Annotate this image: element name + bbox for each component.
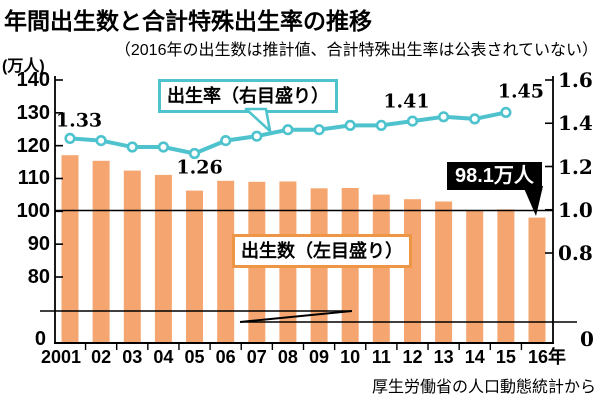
bar-13 <box>435 201 453 343</box>
page-title: 年間出生数と合計特殊出生率の推移 <box>4 8 372 34</box>
x-tick-label-2001: 2001 <box>40 347 82 367</box>
left-tick-label-140: 140 <box>16 69 50 91</box>
x-tick-label-16年: 16年 <box>527 347 566 367</box>
source-credit: 厚生労働省の人口動態統計から <box>371 379 596 396</box>
left-tick-label-110: 110 <box>17 167 50 190</box>
left-tick-label-130: 130 <box>16 101 50 124</box>
annotation-value-box: 98.1万人 <box>447 162 542 190</box>
left-tick-label-80: 80 <box>27 265 50 288</box>
left-tick-label-90: 90 <box>27 233 50 256</box>
bar-03 <box>123 170 141 343</box>
left-tick-label-120: 120 <box>16 134 50 157</box>
rate-marker-07 <box>251 130 263 142</box>
x-tick-label-07: 07 <box>246 347 267 367</box>
bar-12 <box>404 199 421 343</box>
x-tick-label-13: 13 <box>433 347 454 367</box>
x-tick-label-09: 09 <box>309 347 330 367</box>
x-tick-label-08: 08 <box>277 347 298 367</box>
x-tick-label-10: 10 <box>340 347 361 367</box>
rate-marker-15 <box>500 106 512 118</box>
rate-marker-13 <box>438 111 450 123</box>
right-tick-label-1.4: 1.4 <box>558 111 593 136</box>
rate-value-label-1.33: 1.33 <box>55 109 103 132</box>
x-tick-label-12: 12 <box>402 347 423 367</box>
x-tick-label-11: 11 <box>371 347 391 367</box>
rate-marker-10 <box>344 119 356 131</box>
legend-rate-box: 出生率（右目盛り） <box>158 79 338 113</box>
axis-break-diagonal <box>239 310 353 323</box>
x-tick-label-03: 03 <box>122 347 143 367</box>
annotation-callout-triangle <box>523 186 543 216</box>
rate-marker-12 <box>406 115 419 127</box>
bar-02 <box>92 160 110 343</box>
bar-15 <box>497 209 515 343</box>
rate-value-label-1.26: 1.26 <box>176 156 223 179</box>
rate-marker-06 <box>220 135 232 147</box>
rate-marker-09 <box>313 124 325 136</box>
x-tick-label-06: 06 <box>215 347 236 367</box>
rate-value-label-1.41: 1.41 <box>383 90 430 113</box>
rate-marker-03 <box>126 141 138 153</box>
x-tick-label-15: 15 <box>495 347 516 367</box>
left-axis-unit-label: (万人) <box>2 58 45 75</box>
right-tick-label-1.2: 1.2 <box>558 154 593 179</box>
bar-05 <box>186 190 203 343</box>
x-tick-label-02: 02 <box>91 347 112 367</box>
x-tick-label-14: 14 <box>464 347 485 367</box>
bar-2001 <box>61 155 79 343</box>
right-tick-label-1.0: 1.0 <box>558 197 593 222</box>
chart-subtitle: （2016年の出生数は推計値、合計特殊出生率は公表されていない） <box>114 42 598 59</box>
right-zero-label: 0 <box>580 327 594 351</box>
rate-marker-04 <box>157 141 169 153</box>
rate-value-label-1.45: 1.45 <box>497 80 544 103</box>
left-zero-label: 0 <box>34 328 46 350</box>
bar-14 <box>466 210 484 343</box>
rate-line <box>68 110 508 156</box>
bar-11 <box>372 194 390 343</box>
x-tick-label-04: 04 <box>153 347 174 367</box>
rate-marker-02 <box>95 135 107 147</box>
rate-marker-08 <box>282 124 294 136</box>
bar-16年 <box>528 217 546 343</box>
rate-marker-2001 <box>64 132 76 144</box>
right-tick-label-1.6: 1.6 <box>558 68 593 92</box>
rate-marker-14 <box>469 113 481 125</box>
legend-births-box: 出生数（左目盛り） <box>232 234 412 268</box>
left-tick-label-100: 100 <box>16 200 50 223</box>
x-tick-label-05: 05 <box>184 347 205 367</box>
rate-marker-11 <box>375 119 387 131</box>
right-tick-label-0.8: 0.8 <box>558 241 593 265</box>
bar-04 <box>154 174 172 343</box>
